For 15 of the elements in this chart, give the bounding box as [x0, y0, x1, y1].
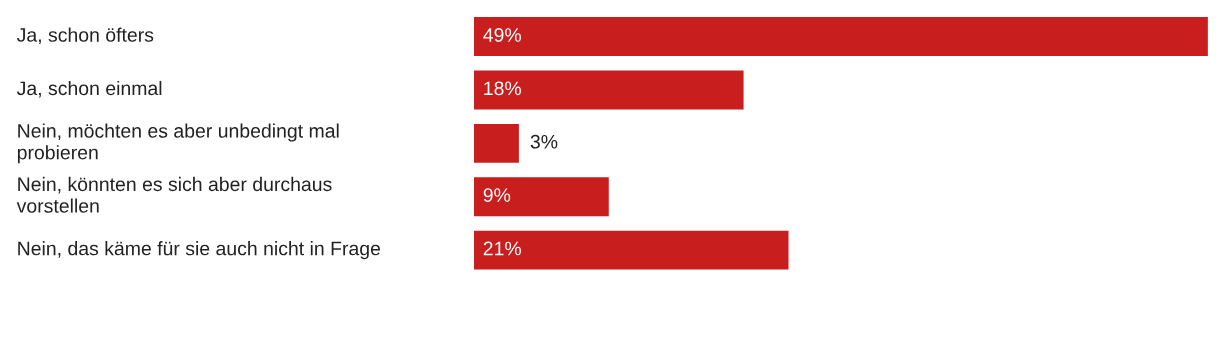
bar — [473, 230, 789, 270]
data-label: 18% — [484, 81, 521, 96]
data-label: 49% — [483, 28, 521, 42]
data-label: 21% — [483, 241, 521, 256]
data-label: 9% — [483, 188, 511, 202]
y-tick-label: Nein, möchten es aber unbedingt mal probieren — [17, 123, 339, 164]
bar — [473, 70, 744, 110]
bar — [473, 177, 609, 217]
bar — [473, 17, 1208, 57]
bar — [473, 123, 519, 163]
y-tick-label: Ja, schon öfters — [16, 27, 154, 45]
data-label: 3% — [530, 134, 558, 149]
y-tick-label: Ja, schon einmal — [16, 80, 162, 98]
y-tick-label: Nein, könnten es sich aber durchaus vorstellen — [16, 176, 332, 213]
y-tick-label: Nein, das käme für sie auch nicht in Frage — [18, 241, 381, 260]
